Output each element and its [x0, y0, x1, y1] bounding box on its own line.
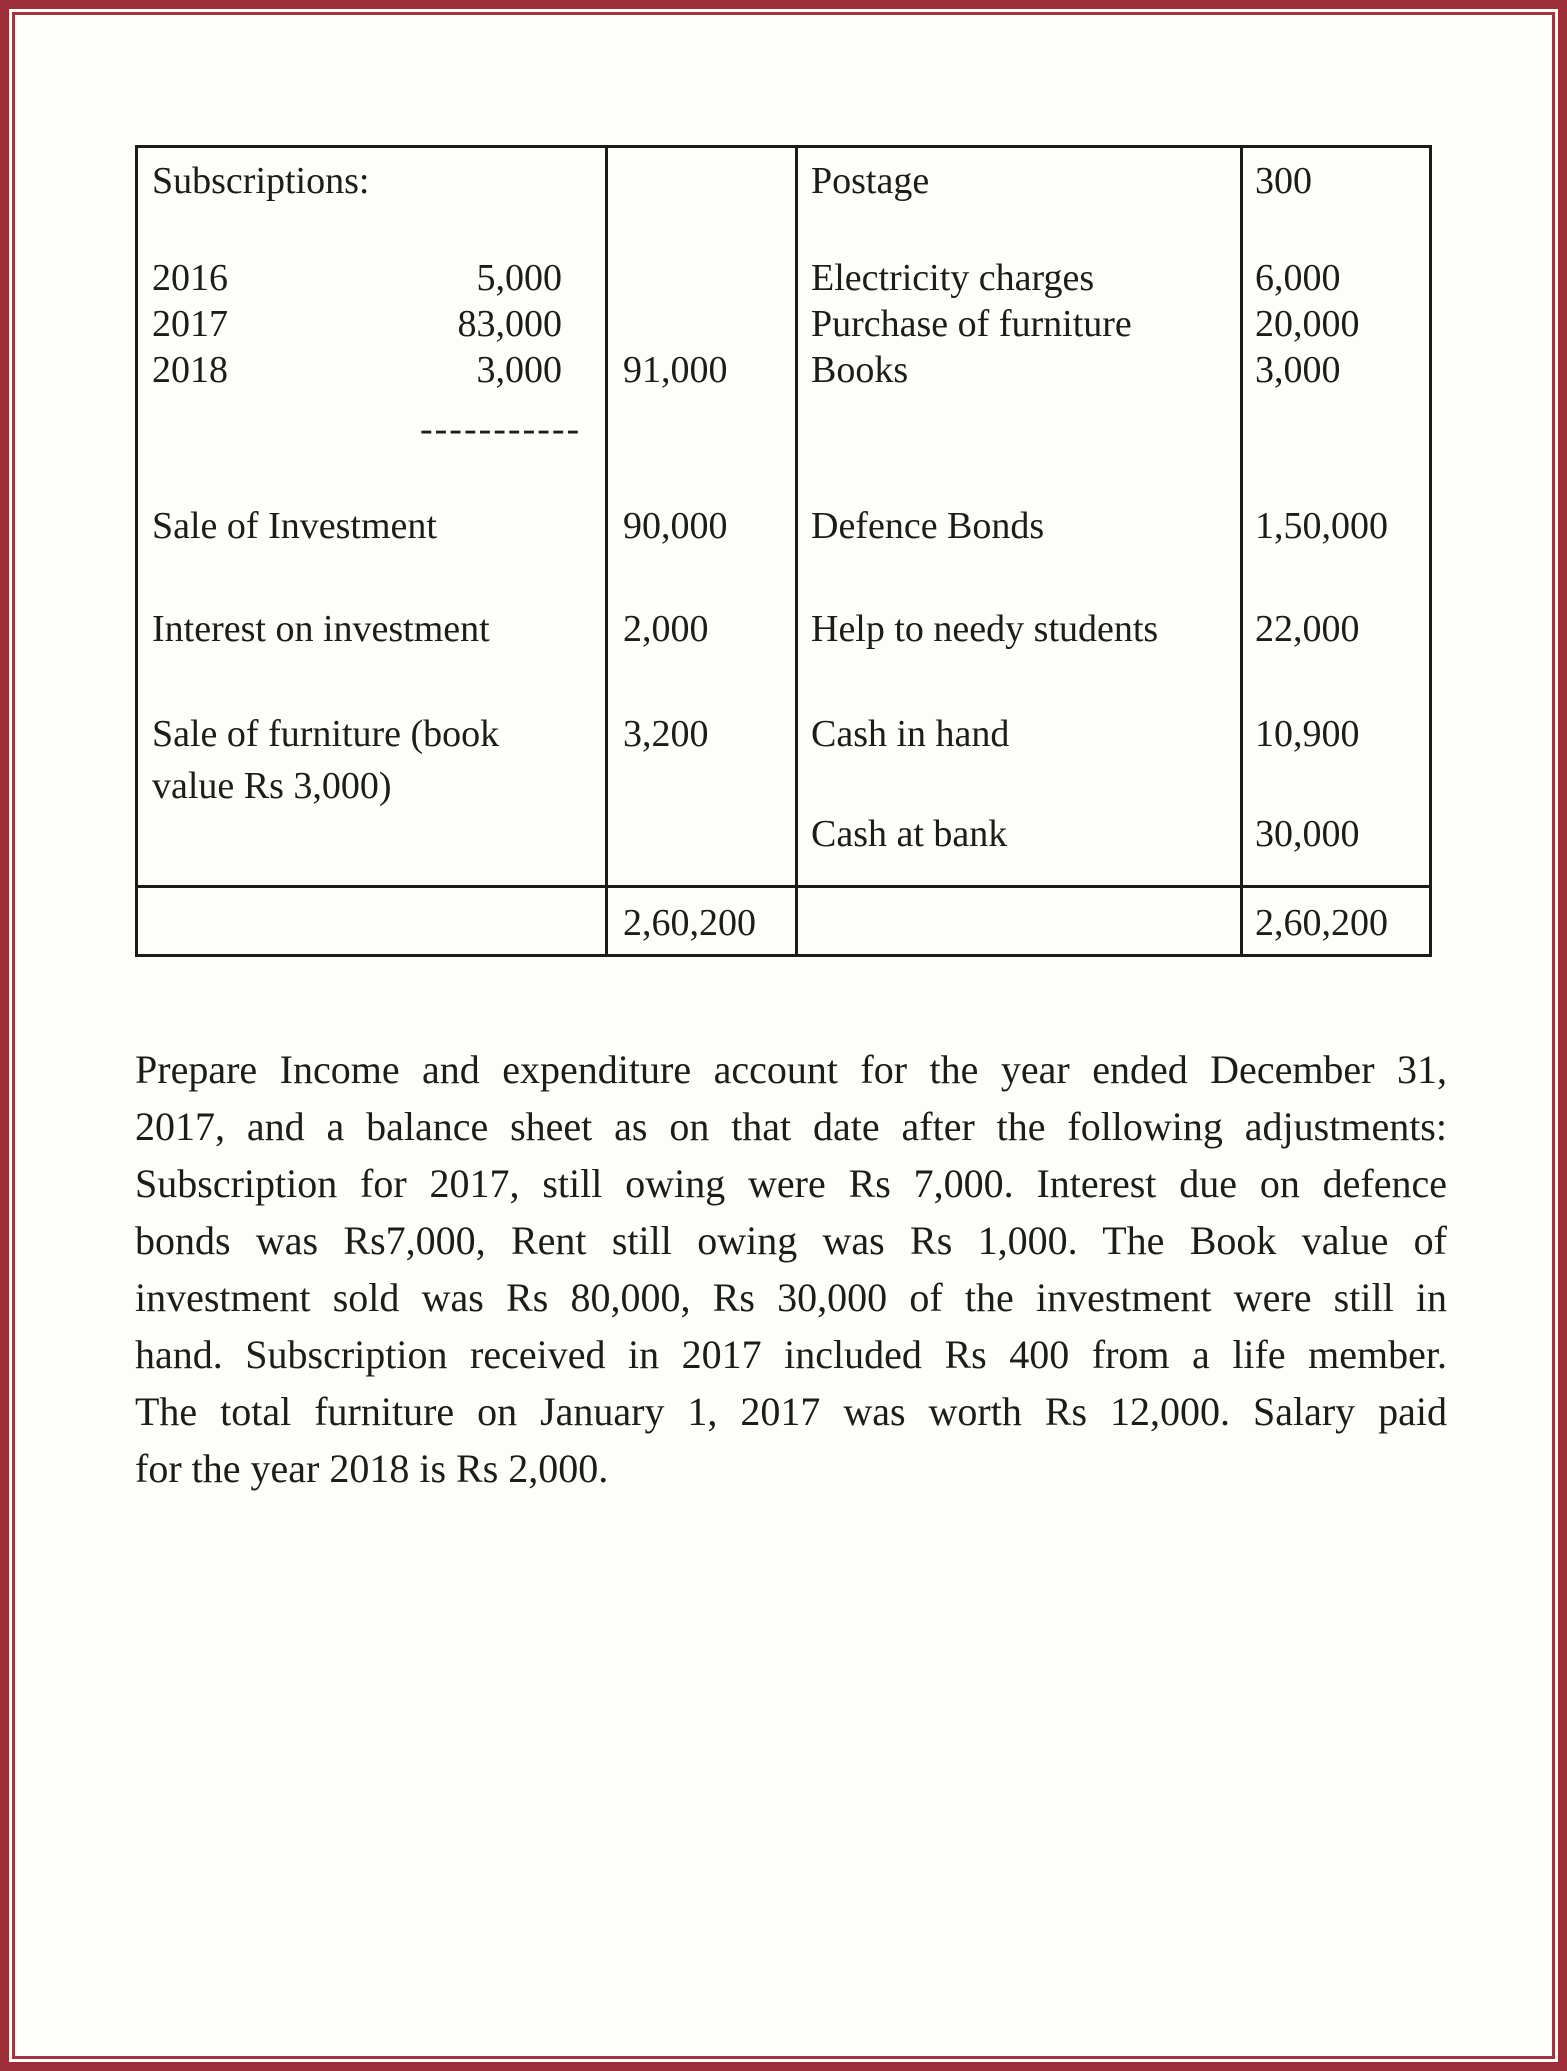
receipts-total: 2,60,200: [623, 902, 756, 944]
totals-row-spacer: [138, 885, 605, 954]
paragraph-line: 2017, and a balance sheet as on that dat…: [135, 1104, 1447, 1149]
receipt-item-label: Sale of Investment: [152, 505, 437, 547]
paragraph-line: for the year 2018 is Rs 2,000.: [135, 1446, 609, 1491]
paragraph-line: The total furniture on January 1, 2017 w…: [135, 1389, 1447, 1434]
payments-total-cell: 2,60,200: [1240, 885, 1429, 954]
paragraph-line: bonds was Rs7,000, Rent still owing was …: [135, 1218, 1447, 1263]
payment-item-label: Help to needy students: [811, 608, 1159, 650]
payment-amount: 30,000: [1255, 813, 1360, 855]
payment-amount: 6,000: [1255, 257, 1341, 299]
year-amount: 5,000: [476, 257, 563, 299]
receipt-item-label: value Rs 3,000): [152, 765, 392, 807]
paragraph-line: hand. Subscription received in 2017 incl…: [135, 1332, 1447, 1377]
payment-item-label: Defence Bonds: [811, 505, 1045, 547]
payment-item-label: Books: [811, 349, 909, 391]
receipts-total-cell: 2,60,200: [605, 885, 795, 954]
paragraph-line: Prepare Income and expenditure account f…: [135, 1047, 1447, 1092]
receipt-amount: 91,000: [623, 349, 728, 391]
payment-amount: 20,000: [1255, 303, 1360, 345]
payment-item-label: Electricity charges: [811, 257, 1095, 299]
subscription-year-row: 2018 3,000: [152, 347, 562, 393]
year-label: 2017: [152, 303, 228, 345]
subscription-year-row: 2017 83,000: [152, 301, 562, 347]
totals-row-spacer: [795, 885, 1240, 954]
receipt-item-label: Sale of furniture (book: [152, 713, 500, 755]
receipts-amount-column: 91,000 90,000 2,000 3,200: [605, 148, 795, 885]
payment-amount: 22,000: [1255, 608, 1360, 650]
payment-item-label: Cash at bank: [811, 813, 1008, 855]
payments-description-column: Postage Electricity charges Purchase of …: [795, 148, 1240, 885]
payments-total: 2,60,200: [1255, 902, 1388, 944]
paragraph-line: Subscription for 2017, still owing were …: [135, 1161, 1447, 1206]
subscriptions-separator: -----------: [420, 408, 582, 450]
payment-amount: 1,50,000: [1255, 505, 1388, 547]
payment-amount: 10,900: [1255, 713, 1360, 755]
receipt-amount: 3,200: [623, 713, 709, 755]
paragraph-line: investment sold was Rs 80,000, Rs 30,000…: [135, 1275, 1447, 1320]
payment-amount: 300: [1255, 160, 1312, 202]
payments-amount-column: 300 6,000 20,000 3,000 1,50,000 22,000 1…: [1240, 148, 1429, 885]
receipt-amount: 90,000: [623, 505, 728, 547]
receipt-item-label: Interest on investment: [152, 608, 490, 650]
payment-item-label: Purchase of furniture: [811, 303, 1132, 345]
payment-item-label: Cash in hand: [811, 713, 1010, 755]
page-inner-border: Subscriptions: 2016 5,000 2017 83,000 20…: [12, 12, 1555, 2059]
payment-amount: 3,000: [1255, 349, 1341, 391]
year-amount: 83,000: [457, 303, 563, 345]
receipt-amount: 2,000: [623, 608, 709, 650]
year-label: 2016: [152, 257, 228, 299]
year-label: 2018: [152, 349, 228, 391]
receipts-description-column: Subscriptions: 2016 5,000 2017 83,000 20…: [138, 148, 605, 885]
subscriptions-heading: Subscriptions:: [152, 160, 370, 202]
year-amount: 3,000: [476, 349, 563, 391]
receipts-payments-table: Subscriptions: 2016 5,000 2017 83,000 20…: [135, 145, 1432, 957]
instructions-paragraph: Prepare Income and expenditure account f…: [135, 1041, 1447, 1497]
subscription-year-row: 2016 5,000: [152, 255, 562, 301]
payment-item-label: Postage: [811, 160, 930, 202]
